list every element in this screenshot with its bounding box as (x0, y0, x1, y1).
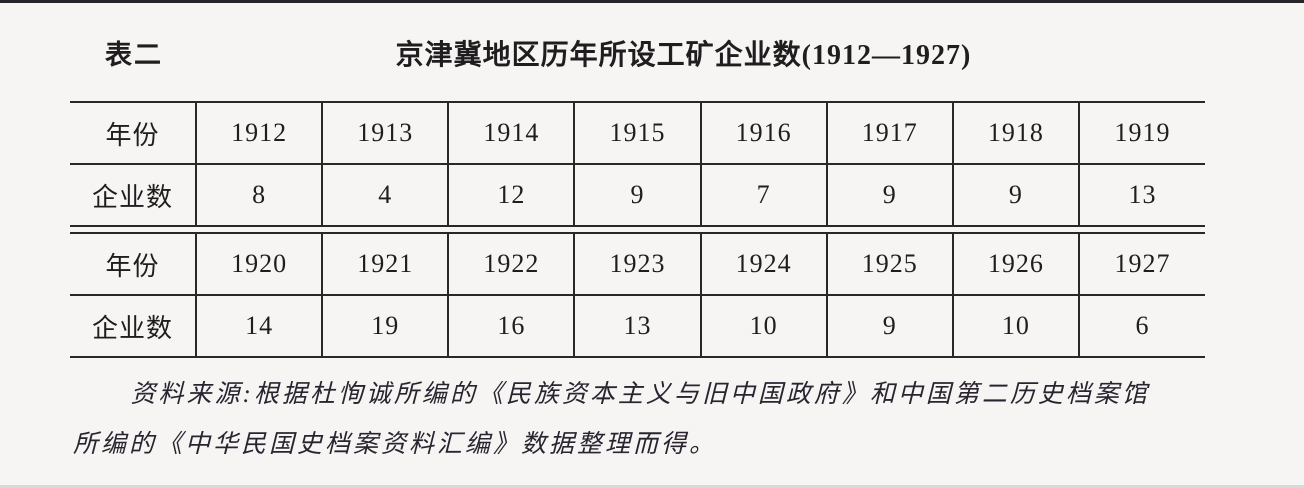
count-cell: 13 (573, 294, 701, 357)
source-note-line2: 所编的《中华民国史档案资料汇编》数据整理而得。 (73, 431, 718, 458)
count-cell: 9 (951, 163, 1079, 226)
count-cell: 6 (1077, 294, 1205, 357)
count-cell: 19 (321, 294, 449, 357)
year-cell: 1926 (951, 233, 1079, 295)
count-cell: 14 (195, 294, 323, 357)
count-row: 企业数 14 19 16 13 10 9 10 6 (70, 294, 1205, 357)
table-title: 京津冀地区历年所设工矿企业数(1912—1927) (395, 40, 972, 71)
count-row-header: 企业数 (70, 163, 197, 226)
year-cell: 1919 (1077, 102, 1205, 164)
table-half-1920-1927: 年份 1920 1921 1922 1923 1924 1925 1926 19… (70, 232, 1205, 358)
count-cell: 13 (1077, 163, 1205, 226)
source-note: 资料来源:根据杜恂诚所编的《民族资本主义与旧中国政府》和中国第二历史档案馆所编的… (73, 370, 1244, 470)
count-cell: 7 (699, 163, 827, 226)
year-cell: 1917 (825, 102, 953, 164)
data-table: 年份 1912 1913 1914 1915 1916 1917 1918 19… (70, 101, 1205, 358)
year-row-header: 年份 (105, 251, 160, 281)
year-cell: 1913 (321, 102, 449, 164)
year-cell: 1925 (825, 233, 953, 295)
year-cell: 1923 (573, 233, 701, 295)
year-row: 年份 1912 1913 1914 1915 1916 1917 1918 19… (70, 102, 1205, 164)
year-cell: 1920 (195, 233, 323, 295)
year-cell: 1922 (447, 233, 575, 295)
year-cell: 1916 (699, 102, 827, 164)
year-cell: 1921 (321, 233, 449, 295)
year-row: 年份 1920 1921 1922 1923 1924 1925 1926 19… (70, 233, 1205, 295)
count-row-header: 企业数 (70, 294, 197, 357)
count-cell: 9 (825, 294, 953, 357)
count-cell: 10 (951, 294, 1079, 357)
count-cell: 16 (447, 294, 575, 357)
year-cell: 1927 (1077, 233, 1205, 295)
table-header: 表二 京津冀地区历年所设工矿企业数(1912—1927) (0, 3, 1304, 85)
table-number-label: 表二 (105, 40, 163, 70)
year-cell: 1918 (951, 102, 1079, 164)
page-top-edge (0, 0, 1304, 3)
count-cell: 8 (195, 163, 323, 226)
source-note-line1: 资料来源:根据杜恂诚所编的《民族资本主义与旧中国政府》和中国第二历史档案馆 (130, 381, 1150, 408)
count-cell: 10 (699, 294, 827, 357)
page-bottom-edge (0, 485, 1304, 488)
table-half-1912-1919: 年份 1912 1913 1914 1915 1916 1917 1918 19… (70, 101, 1205, 227)
year-row-header: 年份 (105, 120, 160, 150)
year-cell: 1915 (573, 102, 701, 164)
year-cell: 1912 (195, 102, 323, 164)
year-cell: 1924 (699, 233, 827, 295)
count-cell: 4 (321, 163, 449, 226)
year-cell: 1914 (447, 102, 575, 164)
count-cell: 9 (573, 163, 701, 226)
count-row: 企业数 8 4 12 9 7 9 9 13 (70, 163, 1205, 226)
count-cell: 12 (447, 163, 575, 226)
count-cell: 9 (825, 163, 953, 226)
